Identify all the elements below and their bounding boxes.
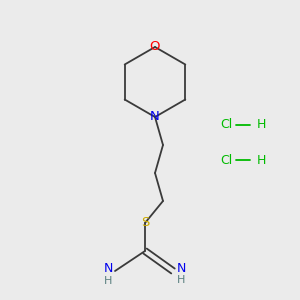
Text: Cl: Cl: [220, 154, 232, 166]
Text: N: N: [176, 262, 186, 275]
Text: Cl: Cl: [220, 118, 232, 131]
Text: H: H: [177, 275, 185, 285]
Text: H: H: [257, 154, 266, 166]
Text: H: H: [257, 118, 266, 131]
Text: H: H: [104, 276, 112, 286]
Text: O: O: [150, 40, 160, 53]
Text: N: N: [150, 110, 160, 124]
Text: S: S: [141, 217, 149, 230]
Text: N: N: [103, 262, 113, 275]
